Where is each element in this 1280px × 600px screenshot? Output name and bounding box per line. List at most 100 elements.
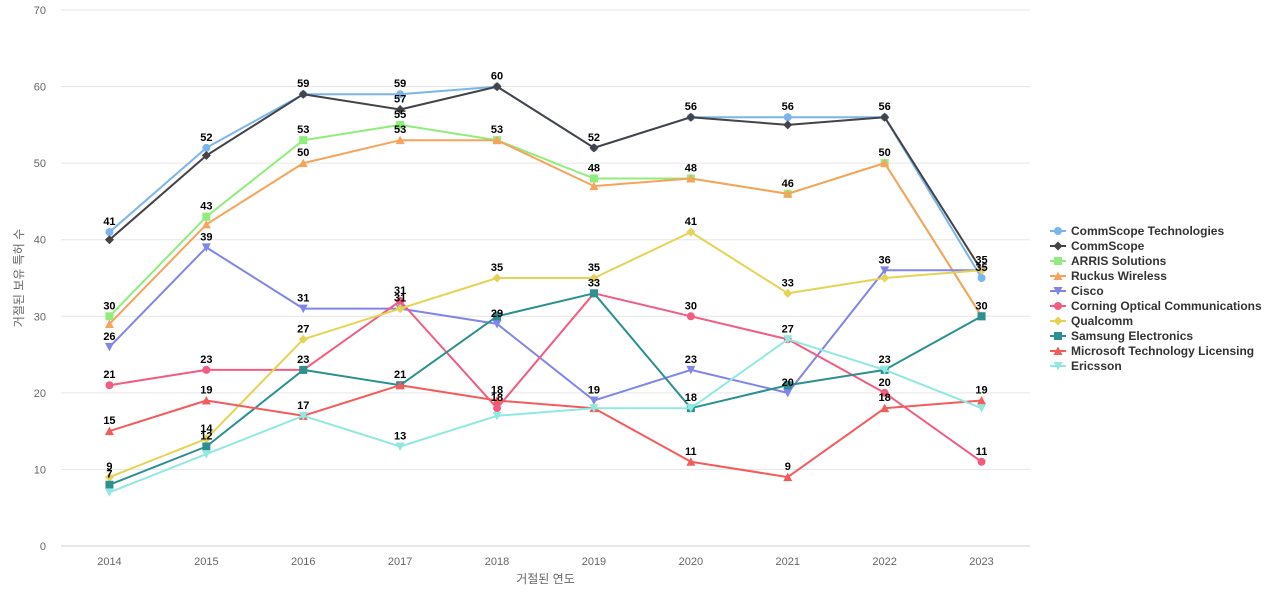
y-tick-label: 50 bbox=[34, 158, 46, 170]
data-label: 13 bbox=[394, 430, 406, 442]
data-label: 50 bbox=[297, 147, 309, 159]
data-label: 60 bbox=[491, 71, 503, 83]
legend-marker bbox=[1053, 316, 1063, 326]
data-point bbox=[105, 228, 114, 237]
data-point bbox=[880, 273, 890, 283]
data-label: 33 bbox=[782, 277, 794, 289]
legend-marker bbox=[1053, 346, 1063, 355]
data-label: 27 bbox=[782, 323, 794, 335]
data-point bbox=[589, 143, 599, 153]
legend-marker bbox=[1054, 332, 1062, 340]
data-point bbox=[105, 480, 114, 489]
data-label: 26 bbox=[103, 331, 115, 343]
data-point bbox=[201, 396, 211, 405]
data-point bbox=[880, 403, 890, 413]
data-label: 15 bbox=[103, 415, 115, 427]
data-point bbox=[686, 173, 696, 183]
data-label: 41 bbox=[103, 216, 115, 228]
data-label: 35 bbox=[975, 262, 987, 274]
data-label: 18 bbox=[879, 392, 891, 404]
data-point bbox=[880, 112, 890, 122]
data-label: 23 bbox=[297, 354, 309, 366]
data-point bbox=[202, 365, 211, 374]
data-label: 43 bbox=[200, 201, 212, 213]
data-label: 29 bbox=[491, 308, 503, 320]
legend-item[interactable]: Cisco bbox=[1050, 284, 1104, 298]
legend-item[interactable]: Microsoft Technology Licensing bbox=[1050, 344, 1254, 358]
legend-item[interactable]: Corning Optical Communications bbox=[1050, 299, 1262, 313]
legend-marker bbox=[1053, 241, 1063, 251]
data-point bbox=[298, 158, 308, 168]
legend-label: Microsoft Technology Licensing bbox=[1071, 344, 1254, 358]
data-point bbox=[492, 396, 502, 405]
data-point bbox=[492, 82, 502, 92]
x-tick-label: 2023 bbox=[969, 556, 993, 568]
legend-item[interactable]: ARRIS Solutions bbox=[1050, 254, 1167, 268]
data-point bbox=[783, 381, 792, 390]
data-label: 9 bbox=[785, 461, 791, 473]
data-point bbox=[104, 319, 114, 328]
legend-marker bbox=[1054, 302, 1062, 310]
data-point bbox=[880, 388, 889, 397]
legend-label: ARRIS Solutions bbox=[1071, 254, 1167, 268]
data-point bbox=[589, 404, 599, 413]
data-label: 35 bbox=[975, 254, 987, 266]
data-point bbox=[880, 158, 890, 168]
series-1 bbox=[104, 82, 987, 275]
x-axis-title: 거절된 연도 bbox=[516, 572, 575, 586]
data-point bbox=[492, 411, 502, 421]
data-point bbox=[686, 112, 696, 122]
data-label: 31 bbox=[394, 293, 406, 305]
y-axis-title: 거절된 보유 특허 수 bbox=[12, 229, 26, 327]
data-label: 9 bbox=[106, 461, 112, 473]
data-label: 30 bbox=[975, 300, 987, 312]
data-point bbox=[395, 105, 405, 115]
data-label: 50 bbox=[879, 147, 891, 159]
data-label: 41 bbox=[685, 216, 697, 228]
series-2 bbox=[105, 120, 986, 321]
series-line bbox=[108, 85, 983, 271]
data-point bbox=[686, 365, 696, 375]
legend-item[interactable]: Samsung Electronics bbox=[1050, 329, 1193, 343]
legend-item[interactable]: Ruckus Wireless bbox=[1050, 269, 1167, 283]
x-tick-label: 2021 bbox=[776, 556, 800, 568]
y-tick-label: 0 bbox=[40, 541, 46, 553]
legend-item[interactable]: Qualcomm bbox=[1050, 314, 1133, 328]
x-tick-label: 2019 bbox=[582, 556, 606, 568]
series-line bbox=[108, 85, 983, 279]
series-3 bbox=[104, 135, 987, 328]
data-point bbox=[977, 265, 987, 275]
data-point bbox=[104, 488, 114, 497]
data-label: 19 bbox=[975, 385, 987, 397]
legend-label: CommScope bbox=[1071, 239, 1145, 253]
x-tick-label: 2022 bbox=[872, 556, 896, 568]
data-point bbox=[201, 150, 211, 160]
data-label: 14 bbox=[200, 423, 213, 435]
legend-marker bbox=[1054, 257, 1062, 265]
legend-item[interactable]: CommScope Technologies bbox=[1050, 224, 1224, 238]
data-point bbox=[395, 442, 405, 451]
legend-item[interactable]: CommScope bbox=[1050, 239, 1145, 253]
series-7 bbox=[105, 289, 986, 489]
data-point bbox=[299, 365, 308, 374]
data-label: 31 bbox=[297, 293, 309, 305]
data-point bbox=[298, 89, 308, 99]
data-point bbox=[977, 312, 986, 321]
legend-item[interactable]: Ericsson bbox=[1050, 359, 1122, 373]
legend-marker bbox=[1053, 287, 1063, 296]
data-point bbox=[783, 472, 793, 482]
data-label-layer: 41 52 59 59 60 52 56 56 56 35 30 43 53 55 53 48 48 46 50 30… bbox=[103, 71, 987, 481]
series-4 bbox=[104, 243, 987, 406]
series-9 bbox=[104, 335, 987, 497]
data-point bbox=[104, 426, 114, 436]
x-tick-label: 2017 bbox=[388, 556, 412, 568]
data-point bbox=[395, 304, 405, 314]
data-point bbox=[105, 312, 114, 321]
legend-marker bbox=[1053, 271, 1063, 280]
data-point bbox=[783, 288, 793, 298]
data-point bbox=[783, 113, 792, 122]
data-point bbox=[395, 380, 405, 390]
data-point bbox=[686, 457, 696, 466]
